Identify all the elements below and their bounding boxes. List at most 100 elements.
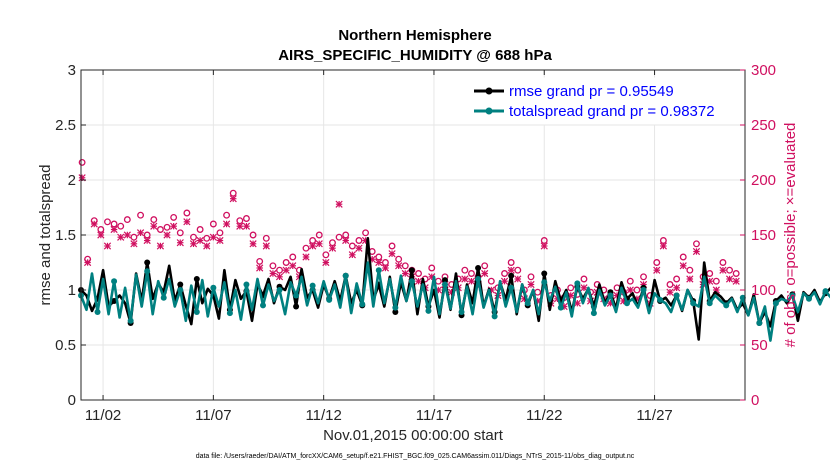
obs-evaluated-marker — [732, 277, 740, 285]
obs-possible-marker — [163, 223, 171, 231]
obs-evaluated-marker — [242, 222, 251, 230]
obs-possible-marker — [693, 240, 700, 248]
obs-evaluated-marker — [203, 242, 211, 250]
obs-evaluated-marker — [388, 250, 396, 258]
series-point-totalspread — [243, 281, 250, 288]
series-point-totalspread — [524, 300, 531, 307]
obs-possible-marker — [726, 266, 734, 274]
series-point-totalspread — [690, 300, 697, 307]
obs-evaluated-marker — [348, 251, 356, 259]
series-point-totalspread — [226, 310, 233, 317]
y-axis-label: rmse and totalspread — [37, 165, 54, 306]
right-y-tick-label-1: 50 — [751, 337, 768, 354]
obs-evaluated-marker — [256, 264, 264, 272]
series-point-totalspread — [657, 296, 664, 303]
right-y-tick-label-6: 300 — [751, 62, 776, 79]
obs-possible-marker — [487, 277, 495, 285]
obs-possible-marker — [209, 220, 217, 228]
obs-possible-marker — [156, 226, 164, 233]
obs-possible-marker — [415, 270, 422, 277]
series-point-totalspread — [723, 302, 730, 309]
obs-evaluated-marker — [375, 258, 383, 267]
obs-evaluated-marker — [335, 200, 343, 208]
series-point-totalspread — [590, 310, 597, 317]
series-point-totalspread — [491, 313, 498, 320]
obs-possible-marker — [269, 262, 277, 270]
series-point-rmse — [541, 270, 548, 277]
obs-evaluated-marker — [275, 273, 284, 281]
series-point-totalspread — [673, 292, 680, 299]
series-point-totalspread — [359, 301, 366, 308]
obs-possible-marker — [666, 281, 674, 288]
obs-possible-marker — [653, 259, 661, 266]
obs-evaluated-marker — [189, 240, 198, 248]
obs-evaluated-marker — [110, 225, 118, 234]
obs-evaluated-marker — [97, 231, 105, 239]
series-point-totalspread — [508, 284, 515, 291]
obs-evaluated-marker — [209, 233, 217, 241]
obs-evaluated-marker — [130, 240, 138, 248]
obs-evaluated-marker — [507, 266, 515, 274]
obs-evaluated-marker — [176, 239, 184, 247]
obs-evaluated-marker — [322, 258, 330, 267]
obs-possible-marker — [196, 226, 204, 233]
obs-possible-marker — [216, 229, 224, 237]
obs-evaluated-marker — [659, 242, 668, 250]
x-tick-label-0: 11/02 — [85, 407, 121, 424]
obs-possible-marker — [276, 266, 283, 274]
series-point-totalspread — [342, 272, 349, 279]
right-y-tick-label-5: 250 — [751, 117, 776, 134]
legend: rmse grand pr = 0.95549 totalspread gran… — [469, 77, 741, 125]
obs-possible-marker — [640, 273, 647, 281]
obs-possible-marker — [335, 233, 343, 241]
x-axis-label: Nov.01,2015 00:00:00 start — [323, 427, 504, 444]
obs-evaluated-marker — [83, 258, 92, 267]
series-point-totalspread — [111, 278, 118, 285]
obs-possible-marker — [428, 264, 436, 272]
series-lines — [78, 237, 830, 342]
series-point-totalspread — [640, 287, 647, 293]
obs-possible-marker — [137, 211, 145, 219]
obs-evaluated-marker — [381, 264, 390, 272]
x-tick-label-2: 11/12 — [305, 407, 341, 424]
obs-evaluated-marker — [328, 244, 337, 252]
right-y-tick-label-4: 200 — [751, 172, 776, 189]
series-point-totalspread — [441, 281, 448, 288]
obs-possible-marker — [289, 253, 297, 261]
obs-evaluated-marker — [163, 231, 171, 239]
series-point-totalspread — [177, 287, 184, 293]
series-point-totalspread — [276, 287, 283, 293]
right-y-tick-label-2: 100 — [751, 282, 776, 299]
obs-possible-marker — [388, 242, 396, 250]
data-file-footnote: data file: /Users/raeder/DAI/ATM_forcXX/… — [196, 453, 635, 460]
obs-evaluated-marker — [170, 222, 178, 230]
legend-spread-marker — [485, 107, 493, 115]
series-point-totalspread — [127, 317, 134, 324]
series-point-totalspread — [623, 300, 630, 307]
obs-possible-marker — [282, 259, 290, 266]
obs-evaluated-marker — [123, 231, 131, 239]
series-point-totalspread — [94, 309, 101, 315]
obs-evaluated-marker — [500, 277, 509, 285]
obs-evaluated-marker — [289, 262, 297, 270]
obs-evaluated-marker — [183, 218, 191, 226]
x-tick-label-1: 11/07 — [195, 407, 231, 424]
y-tick-label-4: 2 — [68, 172, 76, 189]
legend-box — [469, 77, 741, 125]
series-point-totalspread — [425, 307, 432, 314]
obs-evaluated-marker — [401, 269, 409, 278]
obs-evaluated-marker — [514, 275, 522, 283]
series-point-totalspread — [822, 288, 829, 295]
obs-evaluated-marker — [156, 242, 165, 250]
chart-title-line1: Northern Hemisphere — [338, 27, 491, 44]
obs-evaluated-marker — [150, 222, 158, 230]
obs-possible-marker — [348, 242, 356, 250]
obs-possible-marker — [401, 262, 409, 270]
obs-possible-marker — [501, 270, 508, 277]
obs-evaluated-marker — [679, 262, 687, 270]
obs-evaluated-marker — [222, 220, 231, 228]
obs-evaluated-marker — [136, 229, 145, 237]
series-point-totalspread — [458, 309, 465, 315]
series-point-rmse — [441, 277, 448, 284]
series-point-totalspread — [789, 292, 796, 299]
